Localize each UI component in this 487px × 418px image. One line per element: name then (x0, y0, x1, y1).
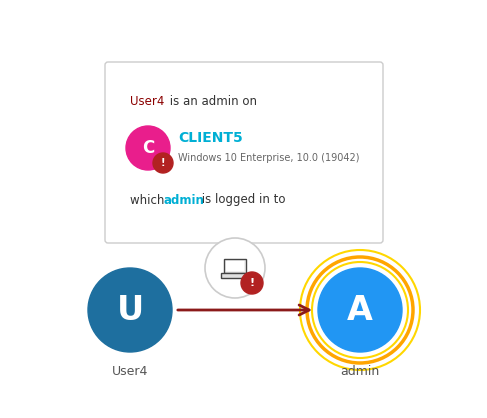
Text: !: ! (161, 158, 165, 168)
Circle shape (126, 126, 170, 170)
Text: is an admin on: is an admin on (166, 95, 257, 108)
Circle shape (241, 272, 263, 294)
Text: admin: admin (340, 365, 380, 378)
Text: A: A (347, 293, 373, 326)
Text: Windows 10 Enterprise, 10.0 (19042): Windows 10 Enterprise, 10.0 (19042) (178, 153, 359, 163)
Text: C: C (142, 139, 154, 157)
Bar (221, 273, 249, 278)
Circle shape (318, 268, 402, 352)
Circle shape (88, 268, 172, 352)
Text: U: U (116, 293, 144, 326)
Text: which: which (130, 194, 168, 206)
Text: is logged in to: is logged in to (198, 194, 285, 206)
Bar (224, 259, 246, 273)
Text: User4: User4 (112, 365, 148, 378)
Bar (226, 261, 244, 271)
Circle shape (153, 153, 173, 173)
Text: User4: User4 (130, 95, 165, 108)
Circle shape (205, 238, 265, 298)
Text: admin: admin (164, 194, 205, 206)
Text: !: ! (249, 278, 255, 288)
Text: CLIENT5: CLIENT5 (178, 131, 243, 145)
FancyBboxPatch shape (105, 62, 383, 243)
